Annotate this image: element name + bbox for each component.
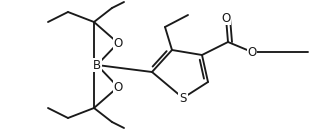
Text: O: O bbox=[114, 80, 123, 93]
Text: O: O bbox=[114, 37, 123, 50]
Text: O: O bbox=[247, 46, 257, 58]
Text: B: B bbox=[93, 58, 101, 72]
Text: O: O bbox=[221, 11, 231, 24]
Text: S: S bbox=[179, 92, 187, 105]
